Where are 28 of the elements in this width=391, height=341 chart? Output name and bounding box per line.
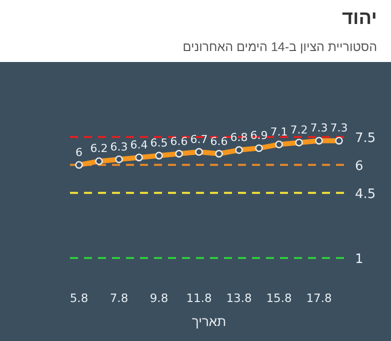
data-label: 6.2 bbox=[90, 142, 108, 156]
data-label: 6.7 bbox=[190, 132, 208, 146]
x-tick-label: 15.8 bbox=[266, 291, 292, 305]
data-label: 6 bbox=[76, 146, 82, 159]
data-label: 6.9 bbox=[250, 129, 268, 142]
data-label: 6.4 bbox=[130, 138, 148, 152]
x-tick-label: 5.8 bbox=[70, 291, 88, 305]
x-tick-label: 9.8 bbox=[150, 291, 168, 305]
x-tick-label: 13.8 bbox=[226, 291, 252, 305]
ref-line-label: 1 bbox=[355, 252, 364, 267]
x-tick-label: 11.8 bbox=[186, 291, 212, 305]
ref-line-label: 7.5 bbox=[355, 131, 376, 146]
data-label: 6.6 bbox=[210, 134, 228, 148]
ref-line-label: 6 bbox=[355, 158, 364, 174]
data-label: 6.8 bbox=[230, 131, 248, 144]
chart-title: יהוד bbox=[342, 8, 377, 30]
x-axis-title: תאריך bbox=[192, 314, 226, 329]
data-label: 7.3 bbox=[330, 122, 348, 135]
data-label: 7.1 bbox=[270, 125, 288, 138]
x-tick-label: 17.8 bbox=[306, 291, 332, 305]
x-tick-label: 7.8 bbox=[110, 291, 128, 305]
ref-line-label: 4.5 bbox=[355, 186, 376, 202]
data-label: 6.3 bbox=[110, 140, 128, 154]
data-label: 7.3 bbox=[310, 122, 328, 135]
data-label: 6.6 bbox=[170, 134, 188, 148]
data-label: 7.2 bbox=[290, 124, 308, 137]
data-label: 6.5 bbox=[150, 136, 168, 150]
chart-subtitle: הסטוריית הציון ב-14 הימים האחרונים bbox=[182, 40, 377, 54]
